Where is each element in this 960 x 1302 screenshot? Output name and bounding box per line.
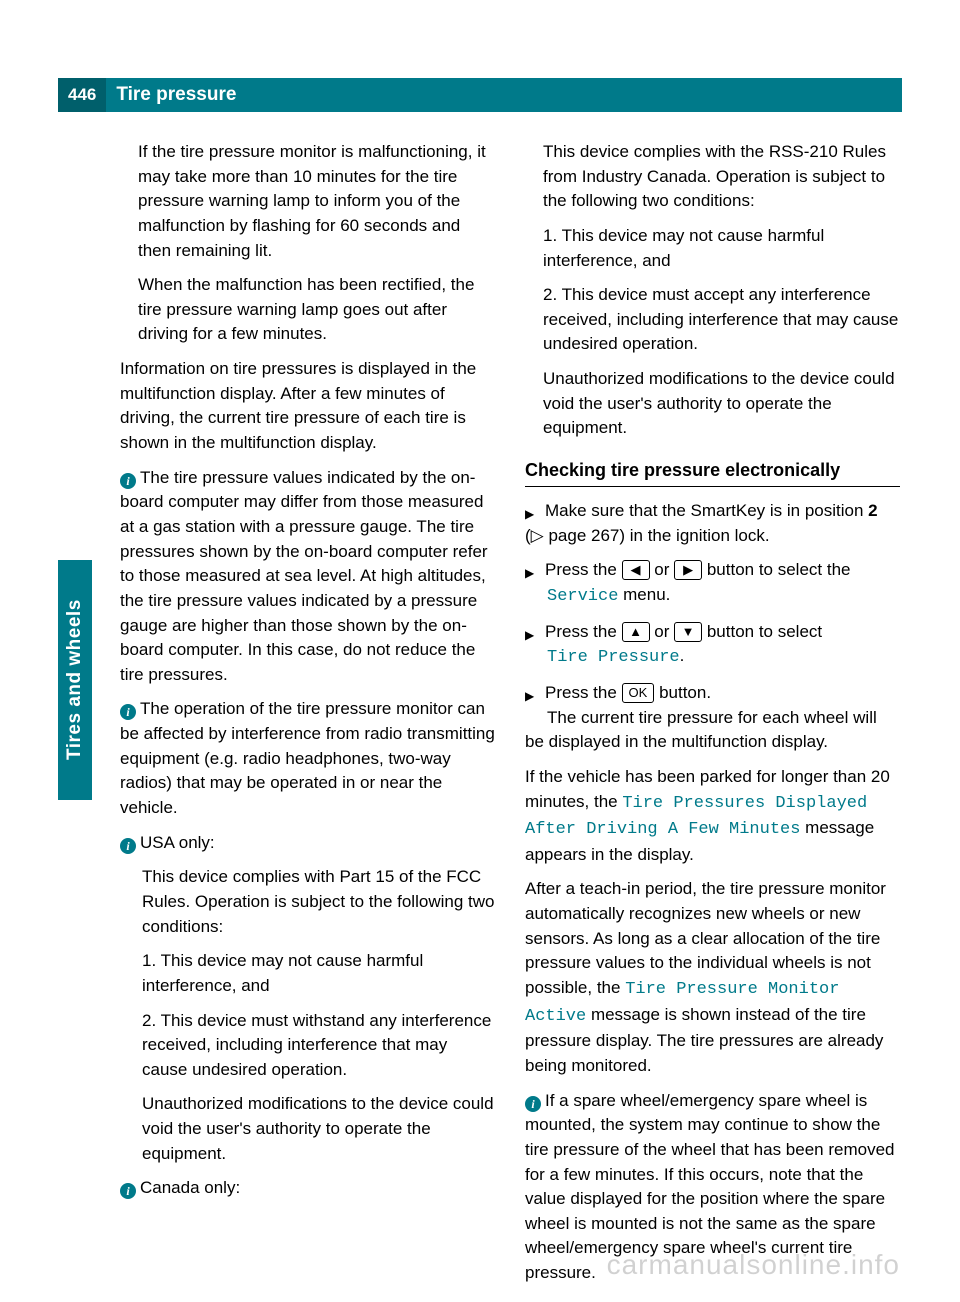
step-result: The current tire pressure for each wheel… [525, 708, 877, 752]
menu-name: Tire Pressure [547, 648, 680, 667]
info-lead: Canada only: [140, 1178, 240, 1197]
section-heading: Checking tire pressure electronically [525, 457, 900, 487]
header-title: Tire pressure [106, 81, 236, 109]
page-content: If the tire pressure monitor is malfunct… [120, 140, 900, 1296]
paragraph: Unauthorized modifications to the device… [543, 367, 900, 441]
info-icon: i [120, 1183, 136, 1199]
step-item: Press the OK button. The current tire pr… [525, 681, 900, 755]
step-text: or [650, 560, 675, 579]
arrow-icon [525, 622, 541, 638]
left-key-icon: ◀ [622, 560, 650, 580]
info-text: The tire pressure values indicated by th… [120, 468, 488, 684]
page-number: 446 [58, 78, 106, 112]
paragraph: This device complies with Part 15 of the… [142, 865, 495, 939]
paragraph: If the tire pressure monitor is malfunct… [138, 140, 495, 263]
info-note: iCanada only: [120, 1176, 495, 1201]
arrow-icon [525, 683, 541, 699]
up-key-icon: ▲ [622, 622, 650, 642]
key-position: 2 [868, 501, 877, 520]
step-item: Make sure that the SmartKey is in positi… [525, 499, 900, 548]
info-icon: i [120, 704, 136, 720]
step-text: or [650, 622, 675, 641]
paragraph: After a teach-in period, the tire pressu… [525, 877, 900, 1078]
watermark: carmanualsonline.info [607, 1245, 900, 1286]
step-text: button to select the [702, 560, 850, 579]
menu-name: Service [547, 587, 618, 606]
arrow-icon [525, 560, 541, 576]
step-text: Press the [545, 622, 622, 641]
paragraph: 2. This device must accept any interfere… [543, 283, 900, 357]
paragraph: When the malfunction has been rectified,… [138, 273, 495, 347]
paragraph: 1. This device may not cause harmful int… [543, 224, 900, 273]
step-text: button. [654, 683, 711, 702]
step-text: . [680, 646, 685, 665]
step-item: Press the ▲ or ▼ button to select Tire P… [525, 620, 900, 671]
right-key-icon: ▶ [674, 560, 702, 580]
step-text: Press the [545, 560, 622, 579]
step-text: (▷ page 267) in the ignition lock. [525, 526, 770, 545]
section-tab: Tires and wheels [58, 560, 92, 800]
step-text: menu. [618, 585, 670, 604]
paragraph: If the vehicle has been parked for longe… [525, 765, 900, 868]
page-header: 446 Tire pressure [58, 78, 902, 112]
info-lead: USA only: [140, 833, 215, 852]
down-key-icon: ▼ [674, 622, 702, 642]
info-icon: i [525, 1096, 541, 1112]
info-note: iThe tire pressure values indicated by t… [120, 466, 495, 688]
step-text: Make sure that the SmartKey is in positi… [545, 501, 868, 520]
paragraph: 1. This device may not cause harmful int… [142, 949, 495, 998]
paragraph: 2. This device must withstand any interf… [142, 1009, 495, 1083]
info-icon: i [120, 838, 136, 854]
boxed-note: If the tire pressure monitor is malfunct… [138, 140, 495, 347]
boxed-note: This device complies with the RSS-210 Ru… [543, 140, 900, 441]
paragraph: Unauthorized modifications to the device… [142, 1092, 495, 1166]
info-note: iUSA only: This device complies with Par… [120, 831, 495, 1167]
column-right: This device complies with the RSS-210 Ru… [525, 140, 900, 1296]
step-text: Press the [545, 683, 622, 702]
info-icon: i [120, 473, 136, 489]
info-text: The operation of the tire pressure monit… [120, 699, 495, 817]
step-item: Press the ◀ or ▶ button to select the Se… [525, 558, 900, 609]
info-note: iThe operation of the tire pressure moni… [120, 697, 495, 820]
arrow-icon [525, 501, 541, 517]
column-left: If the tire pressure monitor is malfunct… [120, 140, 495, 1296]
paragraph: Information on tire pressures is display… [120, 357, 495, 456]
ok-key-icon: OK [622, 683, 655, 703]
step-text: button to select [702, 622, 822, 641]
paragraph: This device complies with the RSS-210 Ru… [543, 140, 900, 214]
